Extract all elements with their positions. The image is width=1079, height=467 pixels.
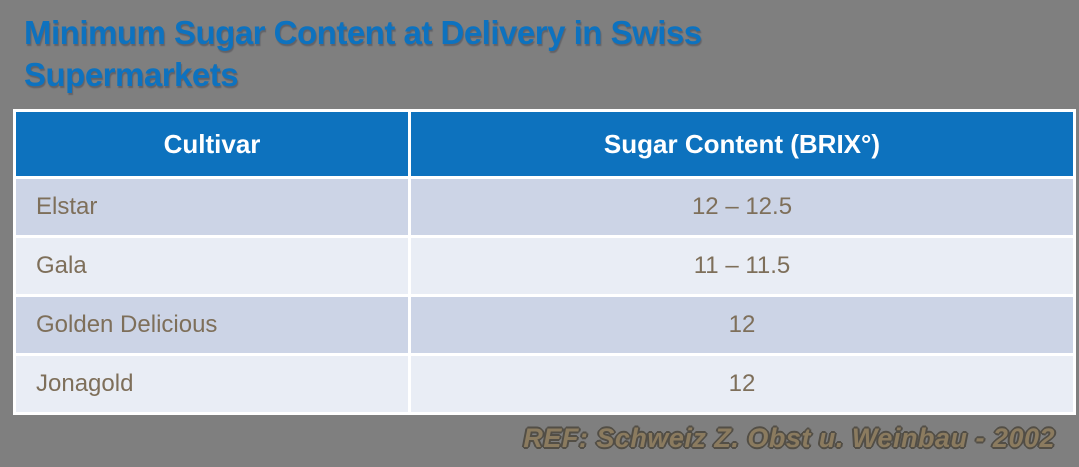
cultivar-cell: Jonagold <box>16 356 408 412</box>
sugar-content-table: Cultivar Sugar Content (BRIX°) Elstar 12… <box>13 109 1076 415</box>
column-header-sugar-content: Sugar Content (BRIX°) <box>411 112 1073 176</box>
cultivar-cell: Gala <box>16 238 408 294</box>
sugar-content-cell: 12 <box>411 297 1073 353</box>
sugar-content-cell: 12 <box>411 356 1073 412</box>
cultivar-cell: Elstar <box>16 179 408 235</box>
table-row: Gala 11 – 11.5 <box>16 238 1073 294</box>
table-row: Golden Delicious 12 <box>16 297 1073 353</box>
sugar-content-cell: 11 – 11.5 <box>411 238 1073 294</box>
table-header-row: Cultivar Sugar Content (BRIX°) <box>16 112 1073 176</box>
reference-citation: REF: Schweiz Z. Obst u. Weinbau - 2002 <box>523 423 1055 453</box>
cultivar-cell: Golden Delicious <box>16 297 408 353</box>
slide-title: Minimum Sugar Content at Delivery in Swi… <box>24 14 702 93</box>
column-header-cultivar: Cultivar <box>16 112 408 176</box>
table-row: Elstar 12 – 12.5 <box>16 179 1073 235</box>
sugar-content-cell: 12 – 12.5 <box>411 179 1073 235</box>
table-row: Jonagold 12 <box>16 356 1073 412</box>
